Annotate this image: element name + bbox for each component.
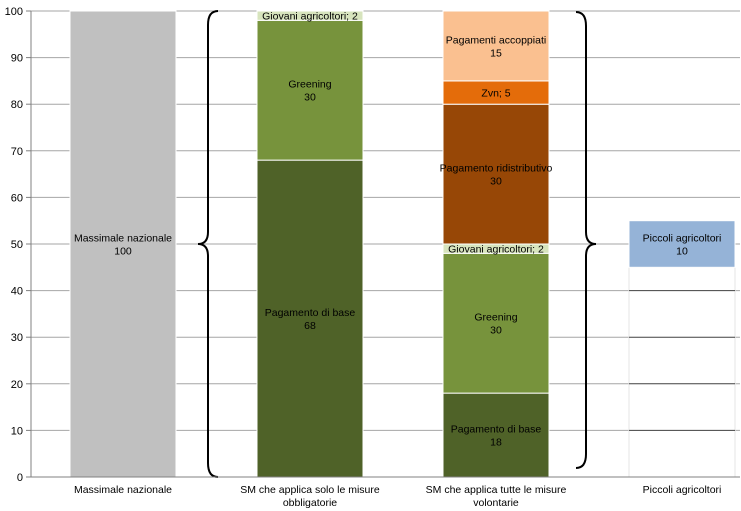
bar-segment-value: 30 bbox=[304, 92, 316, 104]
bar-segment-label: Pagamento di base bbox=[451, 424, 542, 436]
y-tick-label: 70 bbox=[11, 146, 23, 158]
y-tick-label: 60 bbox=[11, 192, 23, 204]
y-tick-label: 0 bbox=[17, 472, 23, 484]
bar-segment-value: 100 bbox=[114, 246, 132, 258]
bar-segment-label: Giovani agricoltori; 2 bbox=[262, 11, 358, 23]
x-axis: Massimale nazionale SM che applica solo l… bbox=[31, 476, 740, 509]
braces bbox=[197, 10, 597, 478]
bar-segment bbox=[256, 19, 364, 161]
x-category-label: SM che applica tutte le misure bbox=[426, 484, 567, 496]
bar-segment-value: 18 bbox=[490, 437, 502, 449]
x-category-label: SM che applica solo le misure bbox=[240, 484, 380, 496]
y-tick-label: 100 bbox=[5, 6, 23, 18]
bar-segment-value: 30 bbox=[490, 176, 502, 188]
y-tick-label: 50 bbox=[11, 239, 23, 251]
y-tick-label: 40 bbox=[11, 286, 23, 298]
bar-segment-value: 68 bbox=[304, 320, 316, 332]
bar-segment-label: Zvn; 5 bbox=[481, 88, 510, 100]
x-category-label: volontarie bbox=[473, 497, 519, 509]
right-brace bbox=[575, 11, 597, 469]
bar-segment-label: Pagamento ridistributivo bbox=[440, 163, 553, 175]
left-brace bbox=[197, 10, 219, 478]
bar-segment-label: Pagamenti accoppiati bbox=[446, 34, 546, 46]
bar-segment bbox=[256, 159, 364, 478]
bar-segment bbox=[442, 103, 550, 245]
bar-segment-blank bbox=[628, 266, 736, 478]
bar-segment-label: Pagamento di base bbox=[265, 307, 356, 319]
y-tick-label: 30 bbox=[11, 332, 23, 344]
bar-segment-label: Massimale nazionale bbox=[74, 233, 172, 245]
bar-segment bbox=[442, 10, 550, 82]
bar-segment-label: Greening bbox=[474, 312, 517, 324]
x-category-label: obbligatorie bbox=[283, 497, 337, 509]
bar-segment bbox=[442, 252, 550, 394]
bar-segment-label: Piccoli agricoltori bbox=[643, 233, 722, 245]
y-tick-label: 20 bbox=[11, 379, 23, 391]
bar-segment bbox=[442, 392, 550, 478]
x-category-label: Piccoli agricoltori bbox=[643, 484, 722, 496]
y-tick-label: 90 bbox=[11, 53, 23, 65]
x-category-label: Massimale nazionale bbox=[74, 484, 172, 496]
bar-segment-label: Greening bbox=[288, 79, 331, 91]
bar-segment-value: 10 bbox=[676, 246, 688, 258]
y-tick-label: 80 bbox=[11, 99, 23, 111]
bar-segment-label: Giovani agricoltori; 2 bbox=[448, 244, 544, 256]
bar-segment bbox=[256, 10, 364, 21]
y-tick-label: 10 bbox=[11, 425, 23, 437]
y-axis: 0 10 20 30 40 50 60 70 80 90 100 bbox=[5, 6, 32, 484]
bar-segment-value: 15 bbox=[490, 47, 502, 59]
bar-segment bbox=[628, 220, 736, 268]
bar-segment-value: 30 bbox=[490, 325, 502, 337]
